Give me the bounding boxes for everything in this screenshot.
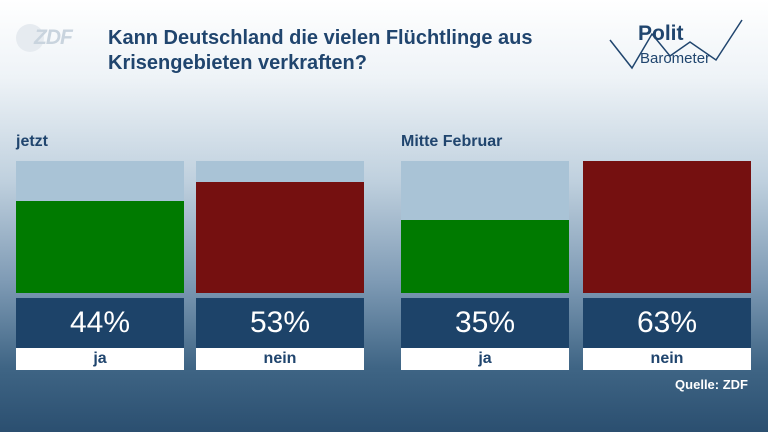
bar-februar-ja (401, 161, 569, 293)
category-label-februar-nein: nein (583, 348, 751, 370)
group-label-jetzt: jetzt (16, 133, 48, 150)
badge-line1: Polit (638, 22, 684, 45)
bar-fill-jetzt-ja (16, 200, 184, 293)
value-label-jetzt-nein: 53% (196, 298, 364, 348)
group-label-mitte-februar: Mitte Februar (401, 133, 503, 150)
value-label-februar-ja: 35% (401, 298, 569, 348)
category-label-jetzt-nein: nein (196, 348, 364, 370)
chart-title: Kann Deutschland die vielen Flüchtlinge … (108, 27, 533, 74)
bar-jetzt-ja (16, 161, 184, 293)
bar-fill-februar-nein (583, 161, 751, 293)
zdf-logo: ZDF (16, 24, 78, 52)
bar-fill-februar-ja (401, 219, 569, 293)
logo-circle (16, 24, 44, 52)
politbarometer-badge: Polit Barometer (604, 12, 754, 72)
source-note: Quelle: ZDF (675, 377, 748, 392)
bar-jetzt-nein (196, 161, 364, 293)
category-label-februar-ja: ja (401, 348, 569, 370)
value-label-februar-nein: 63% (583, 298, 751, 348)
category-label-jetzt-ja: ja (16, 348, 184, 370)
bar-februar-nein (583, 161, 751, 293)
value-label-jetzt-ja: 44% (16, 298, 184, 348)
badge-zigzag-icon (609, 19, 743, 70)
badge-line2: Barometer (640, 50, 711, 67)
logo-text: ZDF (34, 26, 73, 49)
bar-fill-jetzt-nein (196, 181, 364, 293)
